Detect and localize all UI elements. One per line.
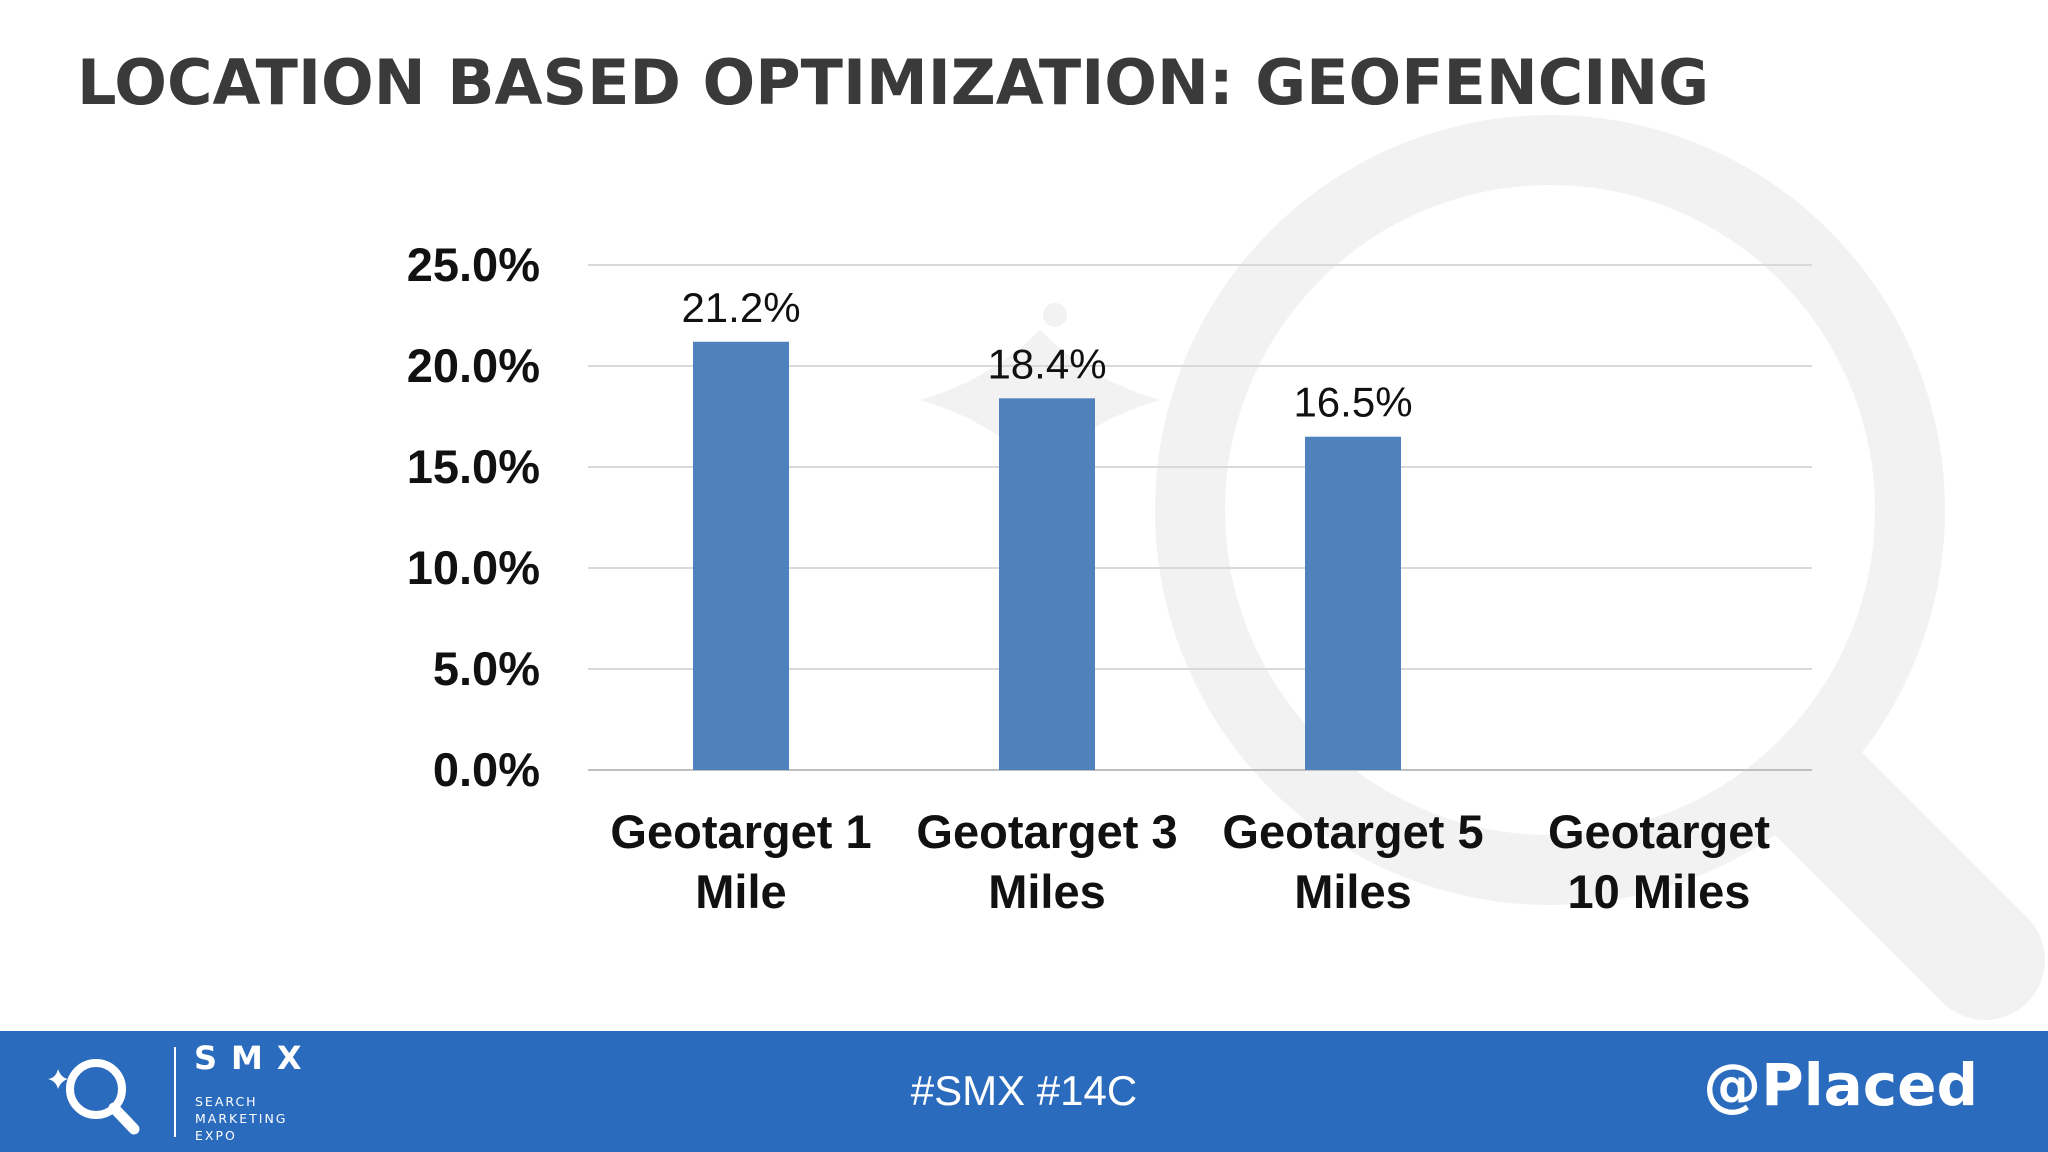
- y-tick-label: 5.0%: [433, 642, 540, 695]
- event-hashtags: #SMX #14C: [910, 1067, 1138, 1114]
- twitter-handle: @Placed: [1703, 1051, 1978, 1119]
- y-tick-label: 20.0%: [407, 339, 540, 392]
- chart-gridlines: [588, 264, 1812, 771]
- x-category-label: 10 Miles: [1568, 865, 1751, 918]
- y-axis-ticks: 0.0% 5.0% 10.0% 15.0% 20.0% 25.0%: [407, 238, 540, 796]
- brand-line-marketing: MARKETING: [195, 1111, 288, 1126]
- x-category-label: Miles: [1294, 865, 1412, 918]
- brand-name: SMX: [194, 1039, 316, 1077]
- y-tick-label: 15.0%: [407, 440, 540, 493]
- slide-title: LOCATION BASED OPTIMIZATION: GEOFENCING: [77, 46, 1710, 119]
- x-category-label: Geotarget 5: [1222, 805, 1483, 858]
- chart-bars: [693, 341, 1401, 770]
- magnifier-sparkle-icon: [48, 1059, 140, 1135]
- data-label: 16.5%: [1293, 379, 1412, 426]
- footer-bar: SMX SEARCH MARKETING EXPO #SMX #14C @Pla…: [0, 1031, 2048, 1152]
- x-category-label: Geotarget 1: [610, 805, 871, 858]
- brand-line-search: SEARCH: [195, 1094, 258, 1109]
- y-tick-label: 25.0%: [407, 238, 540, 291]
- x-category-label: Mile: [695, 865, 786, 918]
- footer-divider: [174, 1047, 176, 1137]
- bar: [693, 341, 789, 770]
- x-axis-categories: Geotarget 1 Mile Geotarget 3 Miles Geotarget…: [610, 805, 1770, 918]
- brand-line-expo: EXPO: [195, 1128, 237, 1143]
- x-category-label: Miles: [988, 865, 1106, 918]
- data-label: 21.2%: [681, 284, 800, 331]
- y-tick-label: 0.0%: [433, 743, 540, 796]
- bar: [1305, 436, 1401, 770]
- data-label: 18.4%: [987, 340, 1106, 387]
- data-labels: 21.2% 18.4% 16.5%: [681, 284, 1412, 426]
- bar: [999, 398, 1095, 770]
- y-tick-label: 10.0%: [407, 541, 540, 594]
- x-category-label: Geotarget: [1548, 805, 1770, 858]
- x-category-label: Geotarget 3: [916, 805, 1177, 858]
